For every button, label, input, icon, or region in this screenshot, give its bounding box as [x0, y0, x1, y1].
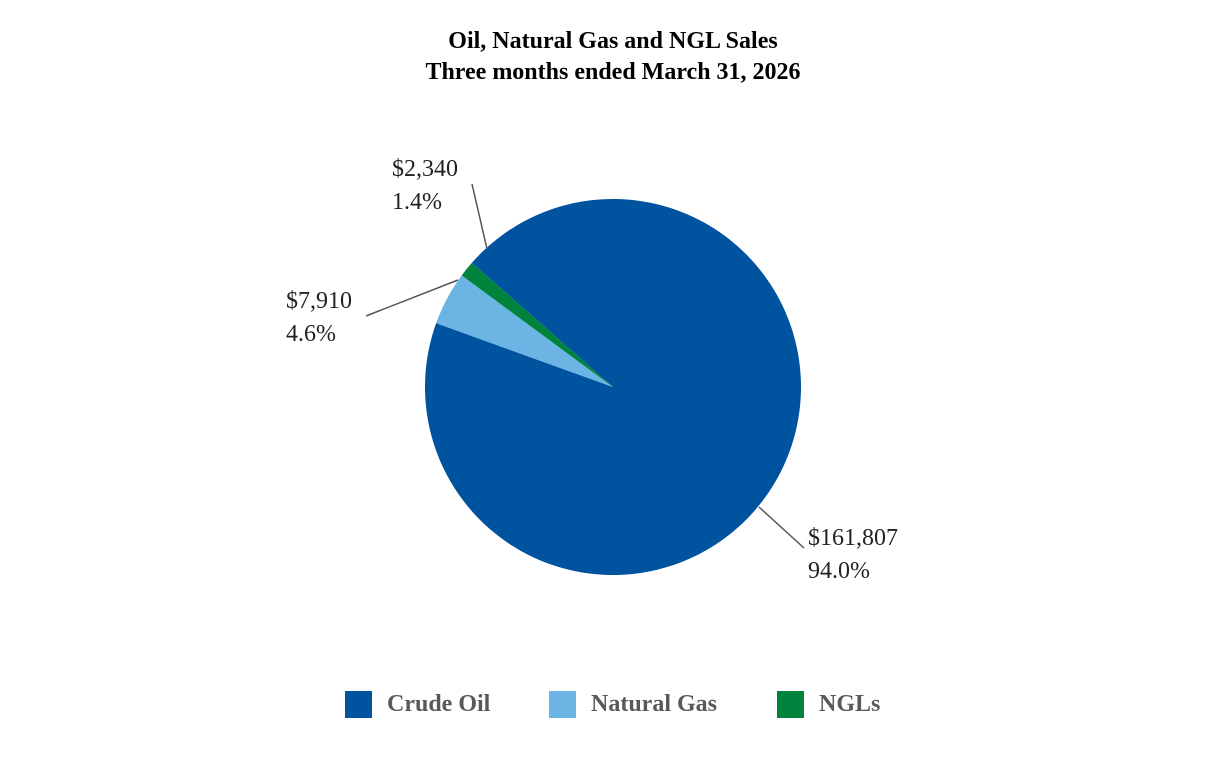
leader-line-crude-oil	[758, 506, 805, 549]
leader-line-ngls	[471, 183, 488, 250]
legend-item-crude-oil: Crude Oil	[345, 688, 490, 720]
legend-swatch-natural-gas	[549, 690, 576, 718]
leader-line-natural-gas	[365, 279, 459, 317]
legend-item-natural-gas: Natural Gas	[549, 688, 717, 720]
pie-slice-ngls	[461, 262, 613, 387]
legend-swatch-ngls	[777, 690, 804, 718]
chart-title: Oil, Natural Gas and NGL Sales Three mon…	[0, 26, 1226, 88]
legend-label-natural-gas: Natural Gas	[591, 690, 717, 717]
chart-subtitle: Three months ended March 31, 2026	[425, 59, 801, 85]
legend: Crude Oil Natural Gas NGLs	[0, 688, 1226, 720]
chart-title-line: Oil, Natural Gas and NGL Sales	[448, 28, 778, 54]
legend-label-ngls: NGLs	[819, 690, 881, 717]
data-label-value-natural-gas: $7,910	[286, 288, 352, 314]
data-label-percent-natural-gas: 4.6%	[286, 321, 336, 347]
data-label-value-ngls: $2,340	[392, 156, 458, 182]
data-label-value-crude-oil: $161,807	[808, 525, 898, 551]
legend-swatch-crude-oil	[345, 690, 372, 718]
pie-slice-natural-gas	[436, 275, 613, 387]
pie-slice-crude-oil	[425, 198, 802, 575]
legend-item-ngls: NGLs	[777, 688, 880, 720]
data-label-percent-crude-oil: 94.0%	[808, 558, 870, 584]
data-label-percent-ngls: 1.4%	[392, 189, 442, 215]
legend-label-crude-oil: Crude Oil	[387, 690, 491, 717]
